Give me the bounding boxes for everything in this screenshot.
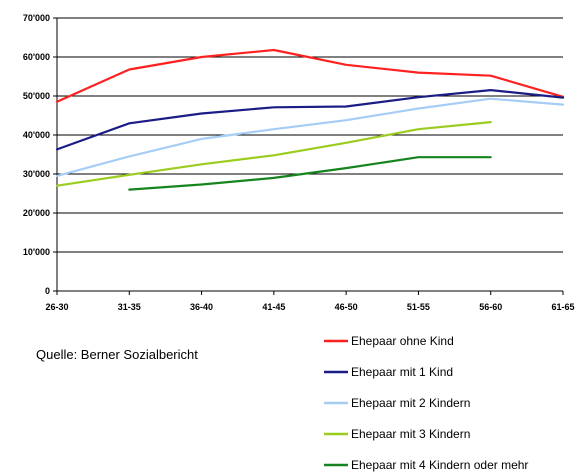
x-tick-label: 31-35 xyxy=(118,302,141,312)
y-tick-label: 30'000 xyxy=(23,169,50,179)
legend-label-2: Ehepaar mit 1 Kind xyxy=(351,365,453,379)
x-tick-label: 51-55 xyxy=(407,302,430,312)
y-tick-label: 20'000 xyxy=(23,208,50,218)
y-tick-label: 70'000 xyxy=(23,13,50,23)
series-line-5 xyxy=(128,156,492,191)
legend-label-5: Ehepaar mit 4 Kindern oder mehr xyxy=(351,458,528,472)
x-tick-label: 46-50 xyxy=(335,302,358,312)
y-tick-label: 10'000 xyxy=(23,247,50,257)
grid-lines xyxy=(57,17,563,253)
legend-label-3: Ehepaar mit 2 Kindern xyxy=(351,396,470,410)
y-tick-label: 40'000 xyxy=(23,130,50,140)
series-lines xyxy=(55,48,565,191)
legend-label-1: Ehepaar ohne Kind xyxy=(351,334,454,348)
series-line-1 xyxy=(55,48,565,103)
x-tick-label: 56-60 xyxy=(479,302,502,312)
series-line-2 xyxy=(55,88,565,151)
x-tick-label: 61-65 xyxy=(551,302,574,312)
axes xyxy=(56,18,563,292)
x-tick-label: 26-30 xyxy=(45,302,68,312)
y-tick-label: 0 xyxy=(45,286,50,296)
x-axis-ticks: 26-30 31-35 36-40 41-45 46-50 51-55 56-60 61-65 xyxy=(45,291,575,312)
series-line-3 xyxy=(55,97,565,177)
legend-label-4: Ehepaar mit 3 Kindern xyxy=(351,427,470,441)
series-line-4 xyxy=(55,120,492,187)
x-tick-label: 41-45 xyxy=(262,302,285,312)
y-axis-ticks: 0 10'000 20'000 30'000 40'000 50'000 60'000 70'… xyxy=(23,13,57,296)
y-tick-label: 60'000 xyxy=(23,52,50,62)
legend: Ehepaar ohne Kind Ehepaar mit 1 Kind Ehepa… xyxy=(324,334,528,472)
y-tick-label: 50'000 xyxy=(23,91,50,101)
source-note: Quelle: Berner Sozialbericht xyxy=(36,347,198,362)
x-tick-label: 36-40 xyxy=(190,302,213,312)
